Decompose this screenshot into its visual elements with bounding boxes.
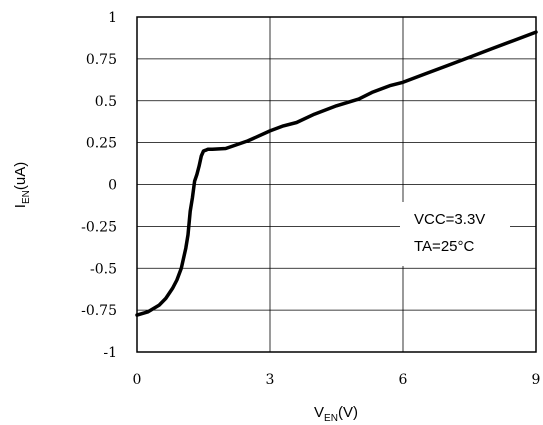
y-tick-label: 0 xyxy=(108,178,117,194)
y-tick-label: -0.5 xyxy=(90,261,117,277)
y-tick-labels: 1 0.75 0.5 0.25 0 -0.25 -0.5 -0.75 -1 xyxy=(81,10,117,361)
y-tick-label: 1 xyxy=(108,10,117,26)
y-tick-label: 0.25 xyxy=(86,136,117,152)
annotation-box xyxy=(400,202,510,266)
x-tick-labels: 0 3 6 9 xyxy=(133,372,541,388)
x-tick-label: 9 xyxy=(532,372,541,388)
series-line xyxy=(135,30,538,317)
y-tick-label: 0.5 xyxy=(95,94,117,110)
x-axis-label: VEN(V) xyxy=(314,404,358,424)
annotation-ta: TA=25°C xyxy=(414,238,474,255)
x-tick-label: 0 xyxy=(133,372,142,388)
y-tick-label: -1 xyxy=(103,345,117,361)
x-tick-label: 3 xyxy=(266,372,275,388)
y-tick-label: -0.75 xyxy=(81,303,117,319)
x-tick-label: 6 xyxy=(399,372,408,388)
annotation-vcc: VCC=3.3V xyxy=(414,211,485,228)
grid-lines xyxy=(136,16,537,353)
y-tick-label: 0.75 xyxy=(86,52,117,68)
y-axis-label: IEN(uA) xyxy=(12,162,32,208)
plot-frame xyxy=(136,16,537,353)
y-tick-label: -0.25 xyxy=(81,219,117,235)
